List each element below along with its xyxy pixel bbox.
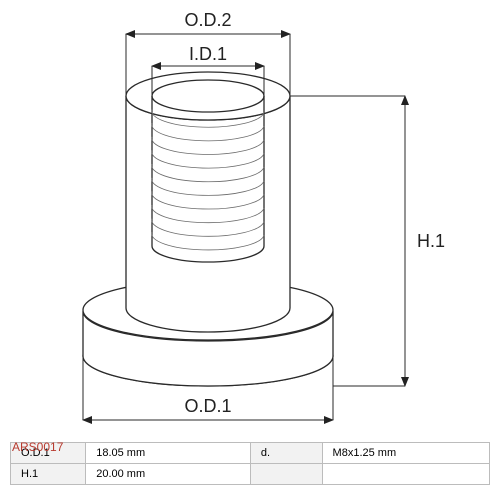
svg-text:O.D.2: O.D.2 — [184, 10, 231, 30]
spec-table: O.D.1 18.05 mm d. M8x1.25 mm H.1 20.00 m… — [10, 442, 490, 485]
spec-key — [250, 464, 322, 485]
spec-val: 18.05 mm — [86, 443, 251, 464]
spec-val: 20.00 mm — [86, 464, 251, 485]
spec-val — [322, 464, 489, 485]
spec-val: M8x1.25 mm — [322, 443, 489, 464]
svg-text:O.D.1: O.D.1 — [184, 396, 231, 416]
part-number: ARS0017 — [12, 440, 63, 454]
svg-text:I.D.1: I.D.1 — [189, 44, 227, 64]
spec-key: H.1 — [11, 464, 86, 485]
svg-text:H.1: H.1 — [417, 231, 445, 251]
spec-key: d. — [250, 443, 322, 464]
technical-drawing: O.D.2 I.D.1 O.D.1 H.1 — [0, 0, 500, 440]
